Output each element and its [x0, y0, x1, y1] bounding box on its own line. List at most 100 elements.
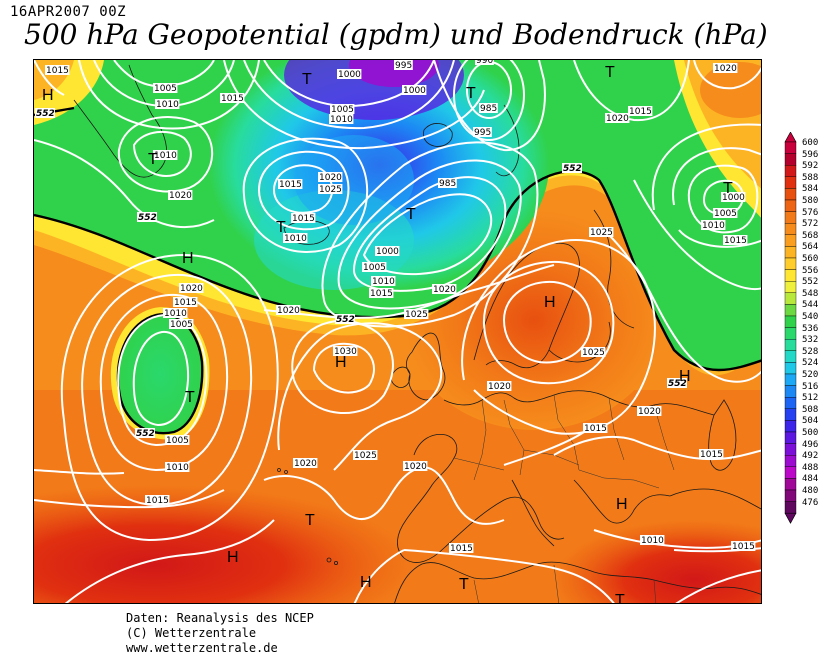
- isobar-label-bg: [291, 213, 316, 223]
- isobar-label: 1010: [641, 536, 664, 546]
- isobar-1015-south: [403, 549, 615, 603]
- low-pressure-marker: T: [615, 592, 625, 604]
- credit-data-source: Daten: Reanalysis des NCEP: [126, 611, 314, 625]
- isobar-label: 1005: [714, 209, 737, 219]
- legend-level-label: 532: [802, 335, 819, 346]
- legend-level-label: 528: [802, 346, 819, 357]
- legend-swatch: [784, 141, 797, 154]
- isobar-label-bg: [45, 65, 70, 75]
- isobar-label: 1015: [700, 450, 723, 460]
- gpdm-label: 552: [668, 379, 687, 389]
- isobar-label-bg: [479, 103, 498, 113]
- isobar-barents-low-3: [433, 60, 546, 152]
- isobar-label: 1010: [702, 221, 725, 231]
- isobar-label: 1015: [221, 94, 244, 104]
- isobar-label: 1020: [638, 407, 661, 417]
- isobar-label: 1010: [164, 309, 187, 319]
- isobar-label: 1010: [154, 151, 177, 161]
- legend-level-label: 556: [802, 265, 819, 276]
- coastline-great-britain: [406, 332, 446, 401]
- isobar-central-high-2: [482, 260, 615, 385]
- coastline-black-sea: [669, 488, 761, 510]
- weather-map-canvas: 1015100510101015101010151020102510151010…: [34, 60, 761, 604]
- isobar-label-bg: [375, 246, 400, 256]
- isobar-label-bg: [713, 63, 738, 73]
- high-pressure-marker: H: [227, 549, 239, 566]
- low-pressure-marker: T: [305, 512, 315, 529]
- isobar-label: 1005: [154, 84, 177, 94]
- isobar-label-bg: [362, 262, 387, 272]
- gpdm-label-bg: [35, 108, 55, 118]
- legend-level-label: 480: [802, 486, 819, 496]
- isobar-label: 1015: [724, 236, 747, 246]
- isobar-label: 1005: [170, 320, 193, 330]
- geopotential-field-southwest: [34, 485, 414, 603]
- high-pressure-marker: H: [335, 354, 347, 371]
- border-ukraine-russia: [608, 397, 625, 461]
- high-pressure-marker: H: [182, 250, 194, 267]
- isobar-label-bg: [581, 347, 606, 357]
- low-pressure-marker: T: [302, 71, 312, 88]
- isobar-norwegian-low-4: [321, 141, 539, 328]
- isobar-label: 1020: [294, 459, 317, 469]
- isobar-label-bg: [333, 346, 358, 356]
- gpdm-label-bg: [137, 212, 157, 222]
- legend-arrow-top: [784, 132, 797, 143]
- isobar-label-bg: [699, 449, 724, 459]
- isobar-iceland-3: [242, 137, 369, 253]
- legend-swatch: [784, 443, 797, 456]
- legend-level-label: 536: [802, 323, 819, 334]
- isobar-label-bg: [473, 127, 492, 137]
- isobar-west-1: [34, 139, 215, 228]
- legend-level-label: 520: [802, 370, 819, 380]
- isobar-label: 990: [476, 60, 493, 66]
- legend-swatch: [784, 165, 797, 178]
- isobar-label: 1030: [334, 347, 357, 357]
- isobar-label-bg: [402, 85, 427, 95]
- isobar-label: 1015: [732, 542, 755, 552]
- isobar-label: 1000: [722, 193, 745, 203]
- isobar-nw-corner: [34, 60, 65, 96]
- legend-level-label: 568: [802, 230, 819, 241]
- legend-level-label: 512: [802, 393, 819, 404]
- isobar-label-bg: [487, 381, 512, 391]
- high-pressure-marker: H: [360, 574, 372, 591]
- isobar-1025-east: [608, 234, 761, 383]
- isobar-label: 1015: [46, 66, 69, 76]
- coastline-north-africa: [394, 561, 761, 603]
- isobar-label: 1020: [169, 191, 192, 201]
- isobar-north-low-3: [223, 60, 485, 150]
- coastline-canary-islands-2: [333, 560, 338, 565]
- color-legend: 600 596 592 588 584 580 576 572 568 564 560 556 552 5…: [782, 132, 832, 532]
- isobar-label: 1010: [166, 463, 189, 473]
- border-france-germany: [473, 399, 487, 481]
- isobar-label-bg: [353, 450, 378, 460]
- gpdm-label-bg: [335, 314, 355, 324]
- legend-swatch: [784, 257, 797, 270]
- isobar-label: 1000: [338, 70, 361, 80]
- isobar-label: 1020: [277, 306, 300, 316]
- isobar-cutoff-2: [117, 313, 208, 447]
- isobar-iceland-2: [257, 150, 350, 231]
- legend-swatch: [784, 304, 797, 317]
- legend-level-label: 600: [802, 138, 819, 148]
- isobar-label-bg: [145, 495, 170, 505]
- isobar-label: 995: [474, 128, 491, 138]
- legend-level-label: 560: [802, 254, 819, 264]
- isobar-label: 1015: [279, 180, 302, 190]
- legend-swatch: [784, 478, 797, 491]
- legend-level-label: 500: [802, 428, 819, 438]
- legend-swatch: [784, 385, 797, 398]
- isobar-label: 1020: [714, 64, 737, 74]
- legend-swatch: [784, 315, 797, 328]
- isobar-label: 1015: [450, 544, 473, 554]
- legend-swatch: [784, 420, 797, 433]
- border-algeria-morocco: [473, 579, 479, 603]
- gpdm-label: 552: [563, 164, 582, 174]
- isobar-norwegian-low-3: [337, 159, 522, 310]
- legend-level-label: 496: [802, 439, 819, 450]
- legend-swatch: [784, 246, 797, 259]
- coastline-azores: [277, 468, 281, 472]
- geopotential-field-southeast: [554, 520, 761, 603]
- isobar-labels: 1015100510101015101010151020102510151010…: [45, 60, 756, 554]
